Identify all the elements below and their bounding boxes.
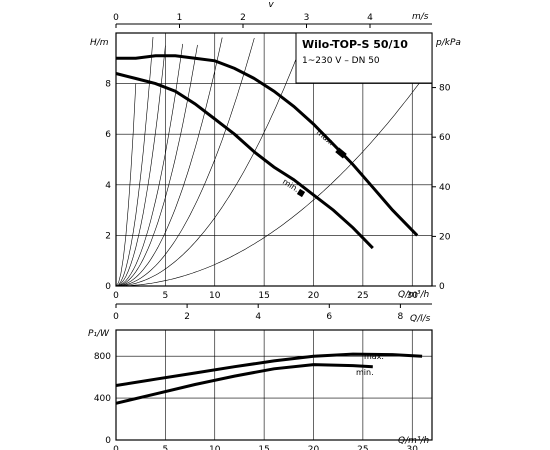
y-tick-label: 6 — [105, 130, 111, 140]
top-axis-tick-label: 3 — [304, 13, 310, 23]
top-chart-frame — [115, 32, 433, 287]
power-tick-label: 0 — [105, 436, 111, 446]
system-curve — [115, 38, 255, 287]
top-axis-tick-label: 4 — [367, 13, 373, 23]
pump-curves — [115, 54, 419, 250]
x2-axis-label: Q/l/s — [410, 314, 431, 324]
y-tick-label: 0 — [105, 282, 111, 292]
x-tick-label: 25 — [357, 291, 368, 301]
x-tick-label: 20 — [308, 291, 320, 301]
y2-tick-label: 40 — [439, 183, 451, 193]
y-axis-label: H/m — [90, 38, 109, 48]
system-curves — [115, 36, 433, 287]
max-curve-marker — [335, 147, 347, 159]
bottom-x-axis-label: Q/m³/h — [398, 436, 430, 446]
bottom-x-tick-label: 25 — [357, 445, 368, 450]
y2-tick-label: 80 — [439, 84, 451, 94]
lps-tick-label: 0 — [113, 312, 119, 322]
top-axis-tick-label: 2 — [240, 13, 246, 23]
bottom-x-tick-label: 0 — [113, 445, 119, 450]
min-curve-label: min. — [281, 177, 301, 194]
pump-curve-min — [115, 72, 374, 250]
title-box: Wilo-TOP-S 50/10 1~230 V – DN 50 — [295, 32, 433, 84]
system-curve — [115, 37, 223, 287]
power-tick-label: 800 — [94, 352, 111, 362]
power-curve-max — [115, 352, 423, 387]
top-axis-label: v — [268, 0, 274, 10]
y2-tick-label: 60 — [439, 133, 451, 143]
power-tick-label: 400 — [94, 394, 111, 404]
x-tick-label: 0 — [113, 291, 119, 301]
bottom-x-tick-label: 20 — [308, 445, 320, 450]
power-axis-label: P₁/W — [88, 329, 110, 339]
top-axis-tick-label: 0 — [113, 13, 119, 23]
x-tick-label: 30 — [407, 291, 419, 301]
bottom-x-tick-label: 30 — [407, 445, 419, 450]
chart-title: Wilo-TOP-S 50/10 — [302, 38, 408, 51]
y2-tick-label: 0 — [439, 282, 445, 292]
y2-tick-label: 20 — [439, 232, 451, 242]
system-curve — [116, 39, 304, 287]
lps-tick-label: 4 — [255, 312, 261, 322]
lps-tick-label: 8 — [398, 312, 404, 322]
system-curve — [116, 65, 433, 287]
bottom-chart-grid — [115, 329, 433, 441]
lps-tick-label: 6 — [326, 312, 332, 322]
min-curve-marker — [296, 188, 306, 198]
y-tick-label: 2 — [105, 231, 111, 241]
x-tick-label: 10 — [209, 291, 221, 301]
system-curve — [115, 36, 154, 287]
system-curve — [115, 83, 137, 287]
power-curves — [115, 352, 423, 405]
bottom-x-tick-label: 5 — [163, 445, 169, 450]
x-tick-label: 15 — [258, 291, 269, 301]
y-tick-label: 4 — [105, 181, 111, 191]
system-curve — [115, 45, 166, 287]
power-curve-min — [115, 363, 373, 405]
x-axis-label: Q/m³/h — [398, 290, 430, 300]
y-tick-label: 8 — [105, 80, 111, 90]
power-max-label: max. — [364, 352, 384, 361]
bottom-x-tick-label: 10 — [209, 445, 221, 450]
pump-curve-max — [116, 54, 419, 237]
y2-axis-label: p/kPa — [435, 38, 461, 48]
chart-subtitle: 1~230 V – DN 50 — [302, 56, 380, 66]
system-curve — [115, 43, 183, 287]
bottom-x-tick-label: 15 — [258, 445, 269, 450]
x-tick-label: 5 — [163, 291, 169, 301]
bottom-chart-frame — [115, 329, 433, 441]
bottom-chart-labels: 0 5 10 15 20 25 30 0 400 800 max. min. — [94, 352, 418, 450]
system-curve — [115, 44, 198, 287]
power-min-label: min. — [356, 368, 374, 377]
top-axis-tick-label: 1 — [177, 13, 183, 23]
top-axis-unit: m/s — [412, 12, 429, 22]
lps-tick-label: 2 — [184, 312, 190, 322]
